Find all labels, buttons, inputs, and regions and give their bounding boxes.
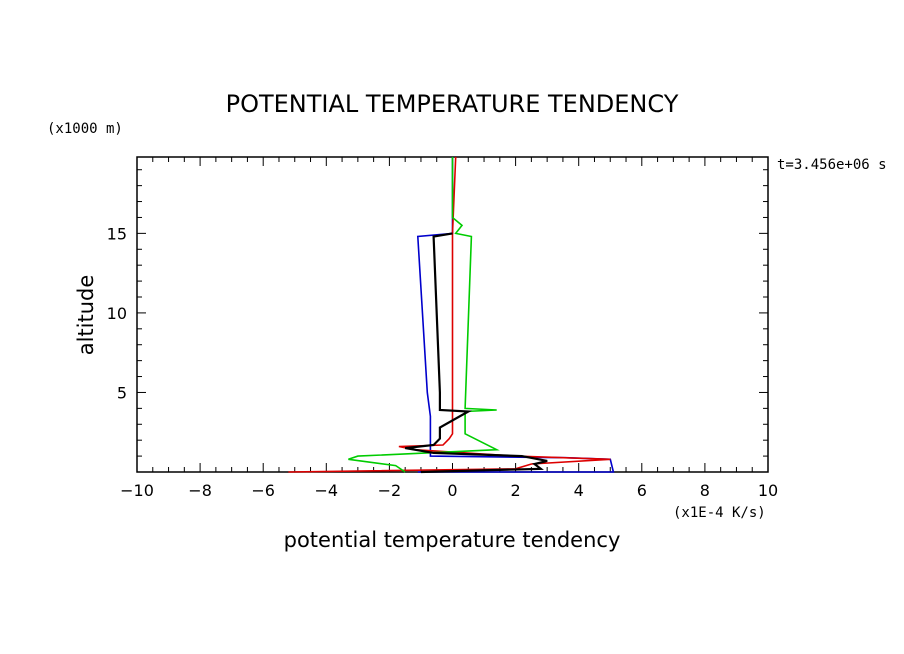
- series-layer: [288, 156, 615, 474]
- y-tick-label: 15: [107, 224, 127, 243]
- x-tick-label: −4: [315, 481, 339, 500]
- x-units-label: (x1E-4 K/s): [673, 505, 766, 521]
- series-line-2: [348, 157, 500, 473]
- y-tick-label: 10: [107, 304, 127, 323]
- axis-ticks: [136, 157, 769, 472]
- x-tick-label: −10: [120, 481, 154, 500]
- y-units-label: (x1000 m): [47, 121, 123, 137]
- y-tick-labels: 5 10 15: [107, 224, 127, 402]
- x-tick-label: −6: [251, 481, 275, 500]
- x-tick-label: 0: [447, 481, 457, 500]
- x-tick-labels: −10 −8 −6 −4 −2 0 2 4 6 8 10: [120, 481, 778, 500]
- x-tick-label: 2: [511, 481, 521, 500]
- y-tick-label: 5: [117, 383, 127, 402]
- series-line-1: [288, 156, 611, 473]
- series-line-0: [416, 157, 615, 473]
- x-tick-label: 10: [758, 481, 778, 500]
- x-axis-label: potential temperature tendency: [284, 528, 621, 552]
- x-tick-label: −8: [188, 481, 212, 500]
- series-line-3: [405, 232, 548, 474]
- y-axis-label: altitude: [74, 275, 98, 356]
- x-tick-label: −2: [378, 481, 402, 500]
- time-label: t=3.456e+06 s: [777, 157, 887, 173]
- x-tick-label: 6: [637, 481, 647, 500]
- chart-title: POTENTIAL TEMPERATURE TENDENCY: [226, 90, 679, 118]
- x-tick-label: 4: [574, 481, 584, 500]
- x-tick-label: 8: [700, 481, 710, 500]
